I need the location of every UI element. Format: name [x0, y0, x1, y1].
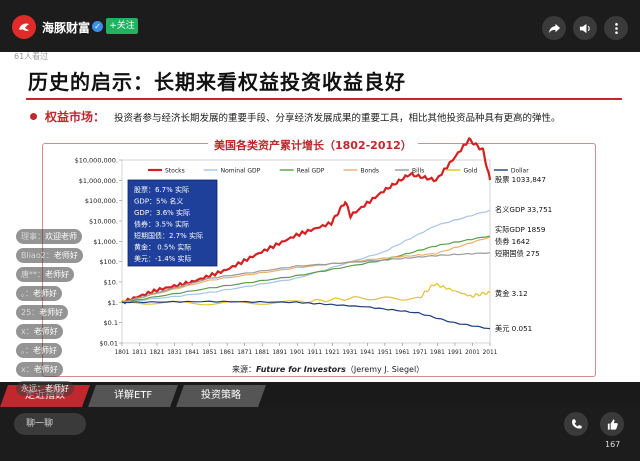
chat-message: 。：老师好: [16, 343, 62, 358]
chat-text: 老师好: [39, 308, 64, 317]
chat-text: 老师好: [33, 365, 58, 374]
chat-text: 老师好: [33, 289, 57, 298]
chart-source: 来源：Future for Investors（Jeremy J. Siegel…: [232, 364, 424, 375]
chat-message: x：老师好: [16, 324, 63, 339]
chat-username: x：: [21, 365, 34, 374]
volume-icon[interactable]: [573, 16, 597, 40]
bullet-dot: [30, 113, 37, 120]
chat-text: 老师好: [45, 384, 69, 393]
chat-text: 欢迎老师: [45, 232, 77, 241]
verified-icon: ✓: [92, 21, 103, 32]
source-prefix: 来源：: [232, 365, 256, 374]
thumbs-up-icon[interactable]: [600, 412, 624, 436]
chat-message: 永远：老师好: [16, 381, 74, 396]
chat-message: 理事：欢迎老师: [16, 229, 82, 244]
chat-username: 永远：: [21, 384, 45, 393]
chat-username: 唐**：: [21, 270, 45, 279]
chat-message: 唐**：老师好: [16, 267, 74, 282]
more-icon[interactable]: [604, 16, 628, 40]
chat-input[interactable]: 聊一聊: [14, 413, 86, 435]
tab-label: 详解ETF: [113, 390, 153, 401]
chat-username: 理事：: [21, 232, 45, 241]
chat-text: 老师好: [33, 346, 57, 355]
chart-frame: [42, 143, 596, 377]
chart-title: 美国各类资产累计增长（1802-2012）: [208, 137, 418, 153]
chat-message: 。：老师好: [16, 286, 62, 301]
title-divider: [26, 98, 622, 100]
chat-text: 老师好: [33, 327, 58, 336]
viewer-count: 61人看过: [14, 52, 49, 61]
chat-text: 老师好: [53, 251, 78, 260]
chat-text: 老师好: [45, 270, 69, 279]
channel-name[interactable]: 海豚财富: [42, 21, 91, 35]
bullet-heading: 权益市场：: [45, 110, 106, 124]
like-count: 167: [605, 440, 621, 449]
chat-username: 25：: [21, 308, 40, 317]
chat-message: Bliao2：老师好: [16, 248, 83, 263]
channel-logo-icon[interactable]: [12, 15, 36, 39]
chat-username: x：: [21, 327, 34, 336]
source-author: （Jeremy J. Siegel）: [345, 365, 425, 374]
bottom-bar: [0, 407, 640, 461]
chat-username: Bliao2：: [21, 251, 54, 260]
source-book: Future for Investors: [256, 365, 346, 374]
follow-button[interactable]: +关注: [106, 18, 138, 34]
course-tabs: 走近指数 详解ETF 投资策略: [0, 385, 640, 407]
chat-message: 25：老师好: [16, 305, 69, 320]
bullet-text: 投资者参与经济长期发展的重要手段、分享经济发展成果的重要工具，相比其他投资品种具…: [114, 113, 561, 124]
chat-username: 。：: [21, 289, 33, 298]
slide-title: 历史的启示：长期来看权益投资收益良好: [28, 70, 406, 94]
tab-strategy[interactable]: 投资策略: [175, 385, 267, 407]
tab-etf[interactable]: 详解ETF: [87, 385, 179, 407]
phone-icon[interactable]: [564, 412, 588, 436]
tab-label: 投资策略: [201, 390, 241, 401]
chat-username: 。：: [21, 346, 33, 355]
chat-message: x：老师好: [16, 362, 63, 377]
share-icon[interactable]: [542, 16, 566, 40]
